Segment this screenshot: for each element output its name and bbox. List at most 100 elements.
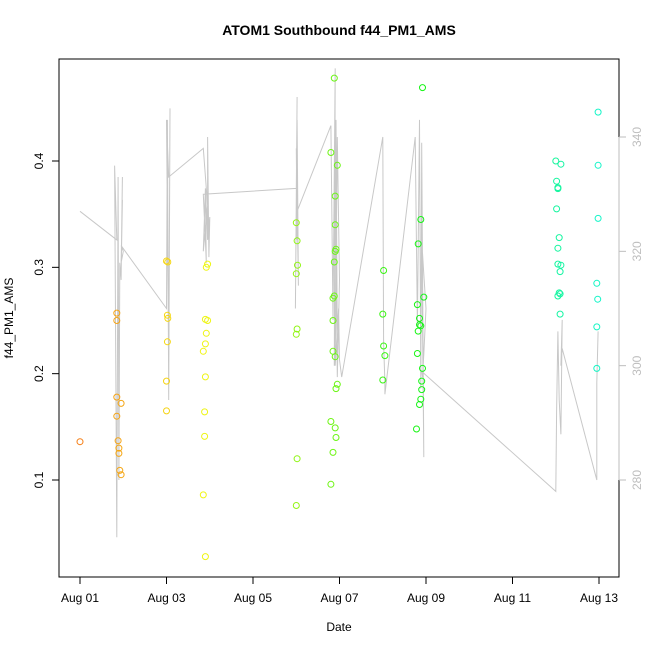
data-point <box>293 237 301 245</box>
data-point <box>413 301 421 309</box>
data-point <box>380 267 388 274</box>
data-point <box>557 160 565 168</box>
data-point <box>164 258 172 266</box>
data-point <box>554 260 562 268</box>
data-point <box>413 350 421 357</box>
data-point <box>594 161 602 169</box>
series-line <box>79 68 599 538</box>
x-tick-label: Aug 05 <box>234 591 272 605</box>
data-point <box>593 364 601 372</box>
data-point <box>330 292 338 300</box>
x-tick-label: Aug 07 <box>320 591 358 605</box>
data-point <box>553 205 561 213</box>
y-axis-title: f44_PM1_AMS <box>2 278 16 359</box>
data-point <box>556 290 564 298</box>
data-point <box>163 257 170 265</box>
data-point <box>333 161 341 169</box>
data-point <box>553 177 561 185</box>
data-point <box>413 425 420 433</box>
data-lines <box>79 68 599 538</box>
data-point <box>201 408 209 416</box>
data-point <box>330 258 338 266</box>
data-point <box>331 424 339 432</box>
data-point <box>420 293 428 301</box>
data-point <box>593 323 601 331</box>
y-tick-label: 0.3 <box>32 259 46 276</box>
data-point <box>379 310 387 318</box>
data-point <box>418 377 426 385</box>
data-point <box>294 261 301 269</box>
data-point <box>332 434 340 441</box>
data-point <box>556 310 564 318</box>
data-point <box>114 437 122 445</box>
data-point <box>163 407 170 415</box>
data-point <box>76 438 84 446</box>
data-point <box>556 268 564 276</box>
data-point <box>418 386 426 394</box>
data-point <box>594 108 602 116</box>
x-axis-title: Date <box>326 620 352 634</box>
data-point <box>331 192 339 200</box>
data-point <box>113 393 121 401</box>
data-point <box>329 347 337 355</box>
data-point <box>419 84 426 92</box>
data-point <box>293 325 301 333</box>
x-tick-label: Aug 03 <box>147 591 185 605</box>
chart-title: ATOM1 Southbound f44_PM1_AMS <box>222 22 456 38</box>
data-point <box>555 234 563 242</box>
data-point <box>329 317 337 324</box>
data-point <box>113 412 121 420</box>
data-point <box>163 377 170 385</box>
data-point <box>115 449 123 457</box>
y2-tick-label: 340 <box>630 127 644 147</box>
data-point <box>201 553 209 561</box>
x-axis: Aug 01 Aug 03 Aug 05 Aug 07 Aug 09 Aug 11 Aug … <box>61 576 618 605</box>
data-point <box>202 329 210 337</box>
y-tick-label: 0.1 <box>32 471 46 488</box>
data-point <box>163 338 171 346</box>
data-point <box>379 376 387 384</box>
x-tick-label: Aug 11 <box>494 591 531 605</box>
data-point <box>199 491 207 499</box>
y2-axis: 280 300 320 340 <box>618 127 644 490</box>
data-points <box>76 74 602 561</box>
data-point <box>113 317 121 324</box>
data-point <box>414 240 422 248</box>
data-point <box>594 214 602 222</box>
data-point <box>292 270 300 278</box>
data-point <box>327 480 335 488</box>
data-point <box>554 185 562 193</box>
data-point <box>163 311 171 319</box>
data-point <box>292 330 300 338</box>
x-tick-label: Aug 13 <box>580 591 618 605</box>
y2-tick-label: 320 <box>630 241 644 261</box>
data-point <box>164 314 172 322</box>
y-axis: 0.1 0.2 0.3 0.4 <box>32 152 60 488</box>
y-tick-label: 0.2 <box>32 365 46 382</box>
data-point <box>204 260 212 268</box>
data-point <box>332 245 340 253</box>
data-point <box>380 342 388 350</box>
data-point <box>113 309 121 317</box>
data-point <box>331 221 339 229</box>
x-tick-label: Aug 09 <box>407 591 445 605</box>
data-point <box>417 216 425 223</box>
x-tick-label: Aug 01 <box>61 591 99 605</box>
data-point <box>419 364 426 372</box>
data-point <box>202 263 210 271</box>
data-point <box>554 292 562 300</box>
data-point <box>333 380 341 388</box>
data-point <box>292 502 300 509</box>
data-point <box>292 219 300 227</box>
data-point <box>201 373 209 381</box>
data-point <box>554 244 562 252</box>
data-point <box>552 157 560 165</box>
data-point <box>204 317 212 324</box>
data-point <box>416 314 423 322</box>
y-tick-label: 0.4 <box>32 152 46 169</box>
data-point <box>116 466 124 474</box>
data-point <box>327 418 335 425</box>
data-point <box>199 347 207 355</box>
data-point <box>117 399 125 407</box>
